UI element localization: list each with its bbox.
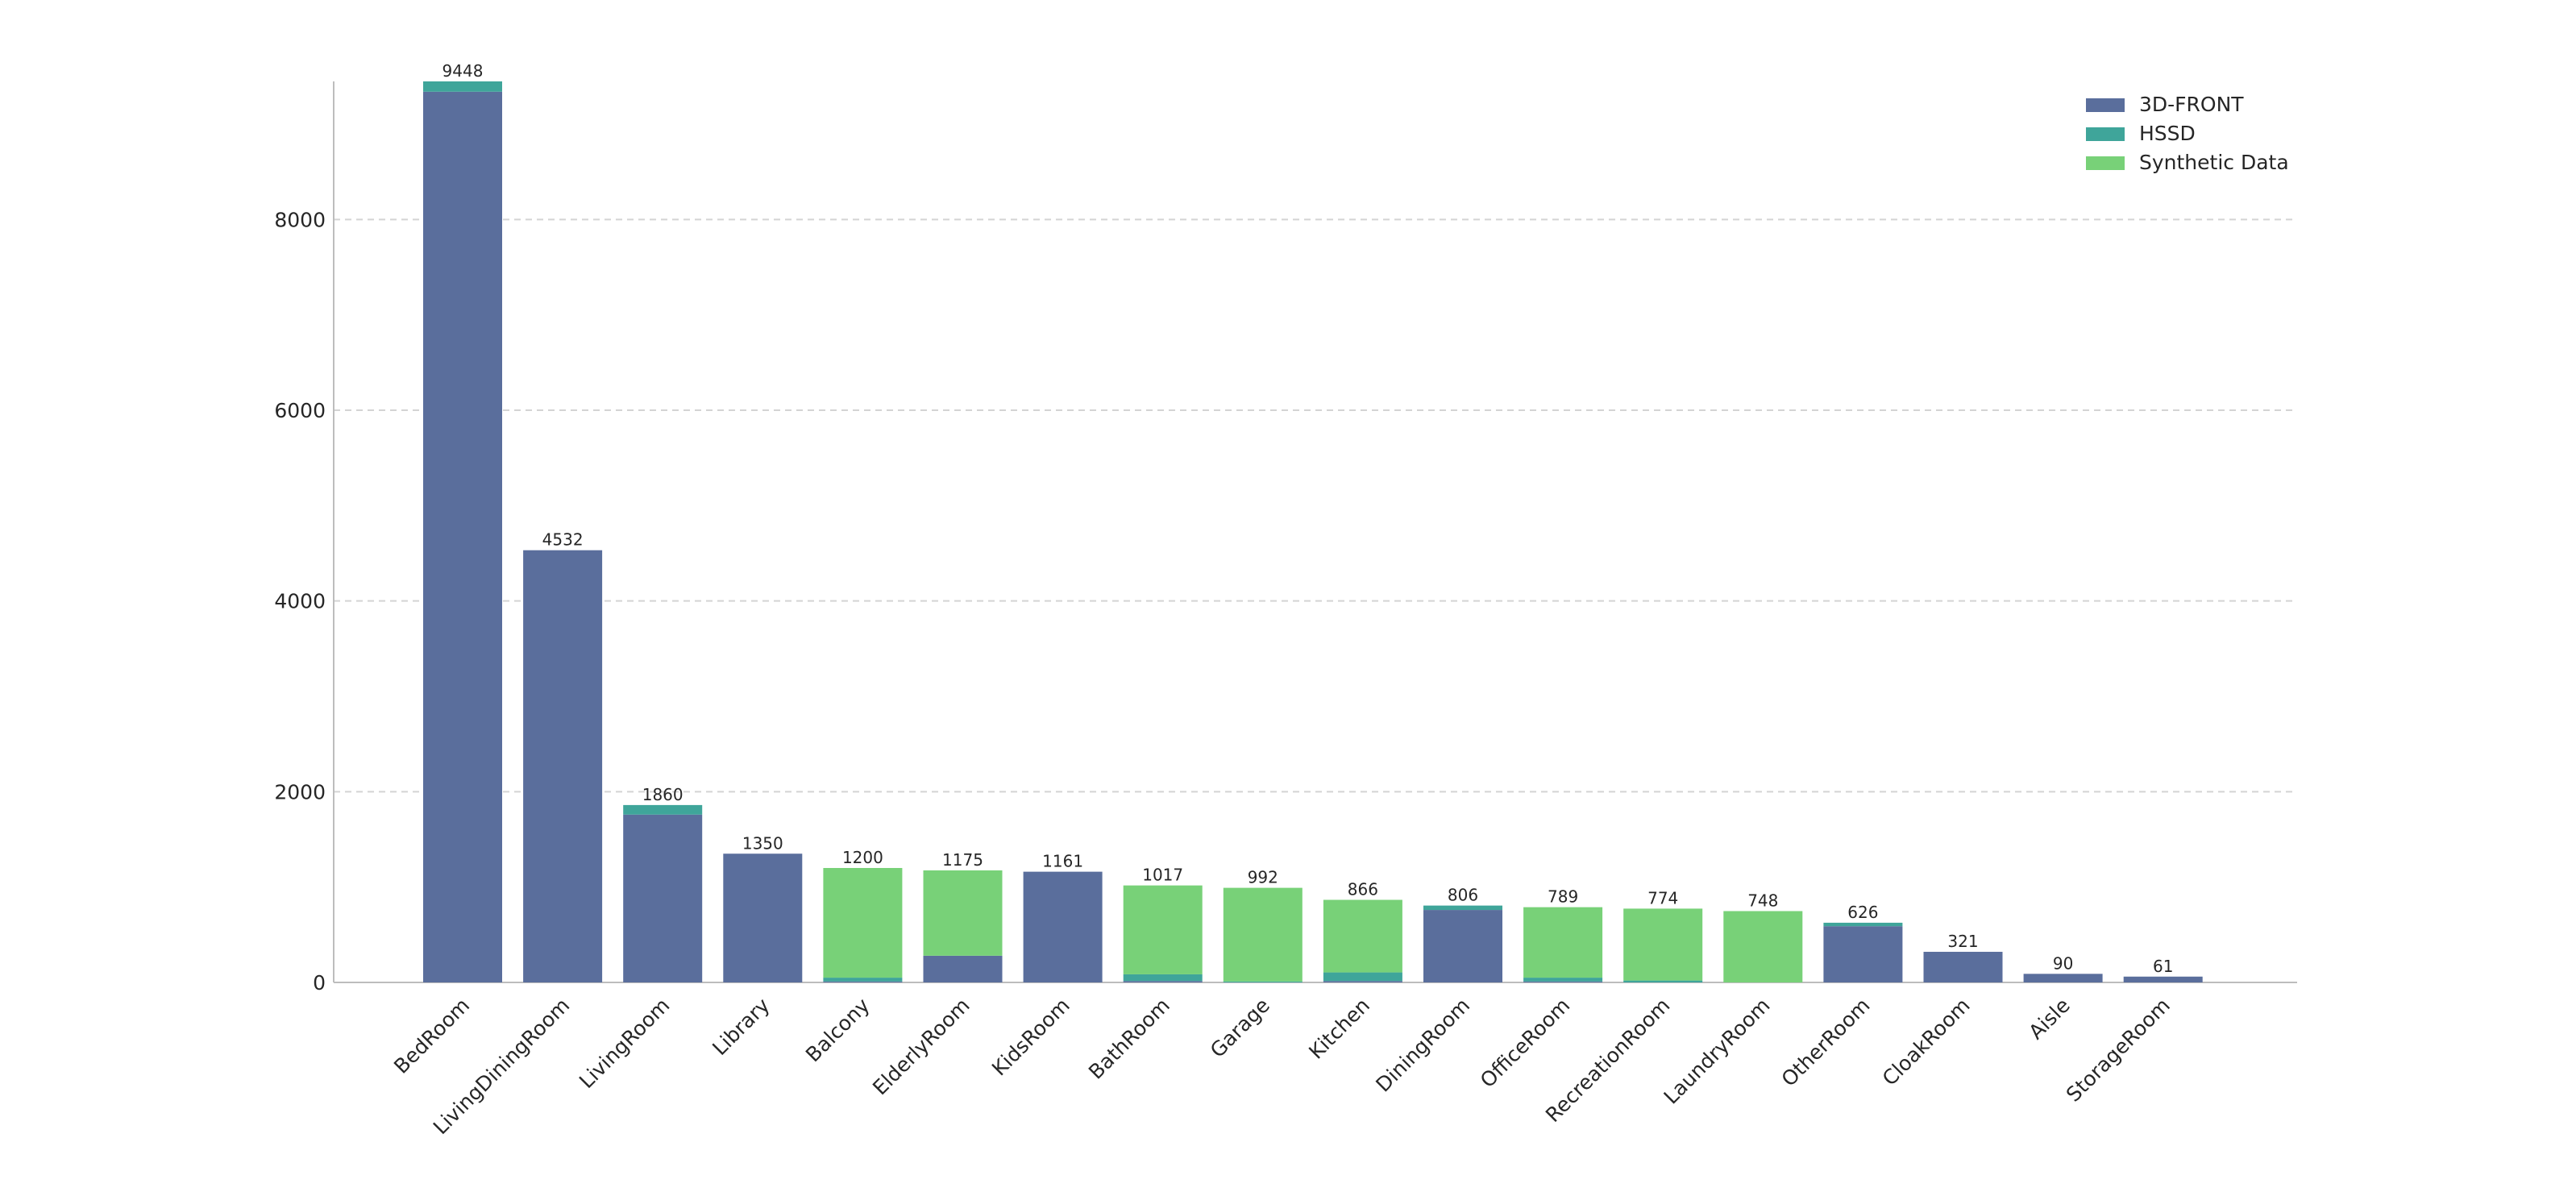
bar-segment-3d-front-storageroom	[2123, 976, 2203, 982]
bar-segment-3d-front-library	[723, 853, 803, 982]
x-tick-label: Library	[708, 994, 774, 1060]
bar-segment-synthetic-data-garage	[1223, 887, 1303, 982]
bars	[423, 81, 2203, 983]
bar-segment-hssd-officeroom	[1523, 978, 1603, 982]
y-tick-label: 4000	[274, 590, 326, 613]
bar-total-label: 321	[1947, 932, 1978, 951]
bar-segment-hssd-balcony	[823, 978, 903, 982]
bar-total-label: 4532	[542, 530, 584, 550]
legend-label: HSSD	[2139, 122, 2196, 145]
bar-segment-3d-front-kitchen	[1323, 981, 1402, 982]
y-tick-label: 2000	[274, 780, 326, 804]
bar-total-label: 774	[1647, 888, 1678, 907]
bar-segment-3d-front-otherroom	[1823, 926, 1903, 982]
legend-label: Synthetic Data	[2139, 151, 2289, 174]
bar-total-label: 1200	[842, 848, 883, 867]
bar-segment-3d-front-aisle	[2023, 974, 2103, 982]
bar-segment-3d-front-livingroom	[623, 814, 703, 982]
x-tick-label: LivingRoom	[575, 994, 674, 1093]
bar-segment-hssd-livingroom	[623, 804, 703, 815]
bar-segment-synthetic-data-balcony	[823, 868, 903, 978]
bar-total-label: 1017	[1142, 866, 1183, 885]
bar-segment-hssd-recreationroom	[1623, 980, 1703, 982]
bar-total-label: 992	[1248, 868, 1278, 887]
bar-segment-synthetic-data-laundryroom	[1723, 911, 1803, 982]
bar-segment-3d-front-bathroom	[1123, 981, 1203, 982]
bar-segment-3d-front-diningroom	[1423, 910, 1502, 982]
x-tick-label: StorageRoom	[2062, 994, 2175, 1107]
bar-segment-synthetic-data-officeroom	[1523, 907, 1603, 978]
legend-label: 3D-FRONT	[2139, 93, 2244, 116]
bar-segment-hssd-bathroom	[1123, 974, 1203, 982]
bar-total-labels: 9448 4532 1860 1350 1200 1175 1161 1017 992 866 80…	[442, 61, 2174, 976]
x-tick-label: LaundryRoom	[1660, 994, 1775, 1109]
x-tick-label: Balcony	[801, 994, 875, 1067]
bar-segment-hssd-diningroom	[1423, 905, 1502, 911]
x-tick-label: BathRoom	[1084, 994, 1174, 1084]
y-tick-label: 0	[313, 971, 326, 995]
legend: 3D-FRONT HSSD Synthetic Data	[2086, 93, 2289, 174]
bar-total-label: 789	[1548, 887, 1578, 907]
y-tick-label: 6000	[274, 399, 326, 422]
bar-segment-hssd-bedroom	[423, 81, 502, 92]
bar-segment-3d-front-cloakroom	[1923, 952, 2003, 982]
bar-segment-synthetic-data-recreationroom	[1623, 908, 1703, 981]
x-tick-label: Kitchen	[1304, 994, 1374, 1064]
x-tick-label: KidsRoom	[987, 994, 1074, 1081]
bar-total-label: 9448	[442, 61, 484, 81]
bar-total-label: 90	[2053, 953, 2073, 973]
x-tick-label: DiningRoom	[1371, 994, 1474, 1097]
grid-lines	[334, 218, 2297, 793]
bar-segment-synthetic-data-bathroom	[1123, 885, 1203, 974]
bar-total-label: 61	[2153, 957, 2173, 976]
bar-segment-3d-front-livingdiningroom	[523, 550, 603, 982]
x-tick-label: ElderlyRoom	[868, 994, 974, 1100]
bar-total-label: 1860	[642, 785, 683, 804]
bar-segment-hssd-kitchen	[1323, 972, 1402, 982]
legend-swatch	[2086, 98, 2125, 112]
bar-total-label: 1161	[1042, 852, 1083, 871]
bar-segment-synthetic-data-elderlyroom	[923, 870, 1003, 956]
bar-segment-3d-front-elderlyroom	[923, 955, 1003, 982]
bar-total-label: 748	[1747, 891, 1778, 910]
bar-segment-3d-front-bedroom	[423, 91, 502, 983]
bar-total-label: 806	[1448, 886, 1478, 905]
legend-swatch	[2086, 156, 2125, 170]
bar-total-label: 866	[1348, 880, 1378, 899]
bar-total-label: 626	[1847, 903, 1878, 922]
y-tick-label: 8000	[274, 208, 326, 231]
x-tick-label: OfficeRoom	[1476, 994, 1574, 1092]
x-tick-label: Aisle	[2024, 994, 2075, 1044]
bar-total-label: 1175	[942, 850, 983, 870]
y-tick-labels: 0 2000 4000 6000 8000	[274, 208, 326, 995]
x-tick-label: OtherRoom	[1777, 994, 1875, 1091]
x-tick-label: Garage	[1206, 994, 1274, 1062]
bar-segment-3d-front-kidsroom	[1023, 871, 1103, 982]
bar-segment-hssd-otherroom	[1823, 922, 1903, 927]
bar-segment-synthetic-data-kitchen	[1323, 899, 1402, 973]
x-tick-label: CloakRoom	[1878, 994, 1975, 1090]
x-tick-label: BedRoom	[389, 994, 474, 1078]
bar-total-label: 1350	[742, 833, 783, 853]
legend-swatch	[2086, 127, 2125, 141]
